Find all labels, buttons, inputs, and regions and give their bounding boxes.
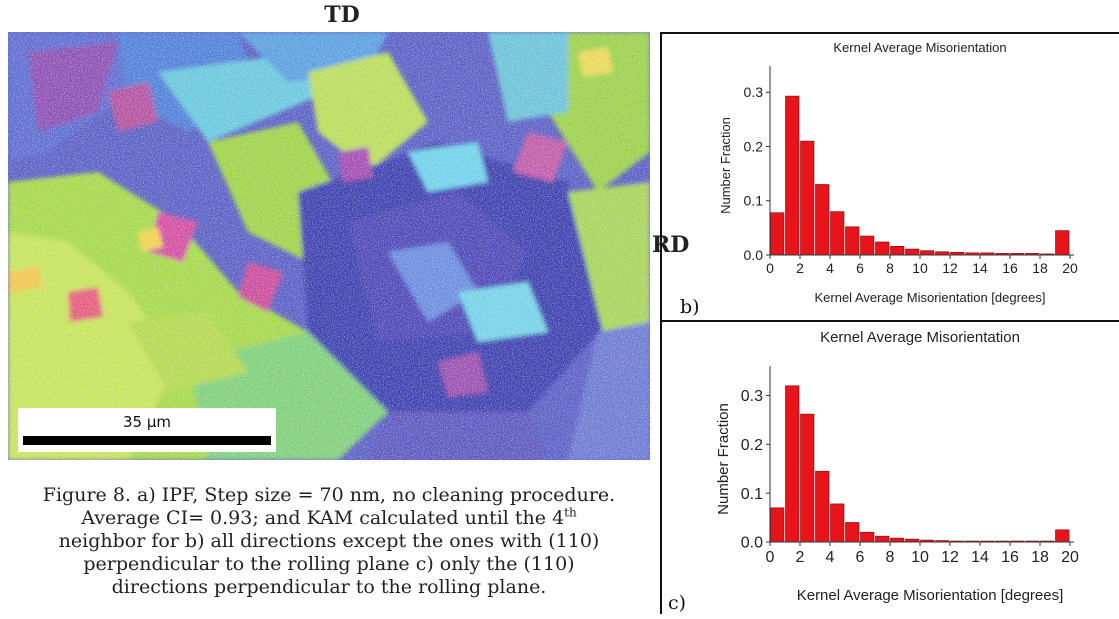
scale-bar: 35 μm [18, 408, 276, 452]
x-tick-label: 8 [886, 260, 894, 276]
histogram-bar [890, 537, 905, 543]
y-tick-label: 0.2 [744, 138, 764, 154]
x-tick-label: 16 [1001, 549, 1019, 566]
chart-title: Kernel Average Misorientation [820, 329, 1020, 346]
panel-frame-left [660, 32, 662, 614]
y-tick-label: 0.1 [741, 486, 763, 503]
caption-line-4: perpendicular to the rolling plane c) on… [83, 553, 575, 575]
histogram-bar [875, 241, 890, 256]
x-tick-label: 0 [766, 260, 774, 276]
x-tick-label: 8 [886, 549, 895, 566]
x-tick-label: 6 [856, 260, 864, 276]
x-tick-label: 16 [1002, 260, 1018, 276]
x-axis-label: Kernel Average Misorientation [degrees] [797, 587, 1064, 604]
histogram-bar [830, 211, 845, 256]
kam-histogram-b: Kernel Average Misorientation 0 2 4 6 8 10 12 14… [700, 36, 1110, 316]
chart-title: Kernel Average Misorientation [833, 40, 1006, 55]
x-tick-label: 4 [826, 549, 835, 566]
x-tick-label: 4 [826, 260, 834, 276]
panel-c-label: c) [668, 592, 687, 614]
histogram-bar [800, 140, 815, 256]
y-tick-label: 0.3 [741, 388, 763, 405]
histogram-bar [845, 522, 860, 543]
histogram-bar [785, 95, 800, 256]
x-tick-label: 18 [1032, 260, 1048, 276]
histogram-bar [1055, 529, 1070, 543]
histogram-bar [1055, 230, 1070, 256]
histogram-bar [875, 535, 890, 543]
y-tick-label: 0.0 [744, 247, 764, 263]
x-tick-label: 14 [972, 260, 988, 276]
kam-histogram-b-svg: Kernel Average Misorientation 0 2 4 6 8 10 12 14… [718, 40, 1078, 305]
kam-histogram-c-svg: Kernel Average Misorientation 0 2 4 6 8 10 12 14… [715, 329, 1079, 604]
caption-line-2: Average CI= 0.93; and KAM calculated unt… [81, 505, 577, 529]
y-axis-label: Number Fraction [715, 403, 732, 515]
histogram-bar [800, 413, 815, 543]
histogram-bar [890, 246, 905, 256]
x-tick-label: 20 [1061, 549, 1079, 566]
rd-direction-label: RD [652, 232, 690, 258]
x-tick-label: 20 [1062, 260, 1078, 276]
histogram-bar [815, 184, 830, 256]
scale-bar-label: 35 μm [122, 413, 171, 431]
panel-frame-divider [660, 320, 1119, 322]
histogram-bar [845, 226, 860, 256]
x-axis-label: Kernel Average Misorientation [degrees] [814, 290, 1045, 305]
figure-caption: Figure 8. a) IPF, Step size = 70 nm, no … [4, 484, 654, 599]
x-tick-label: 12 [942, 260, 958, 276]
x-tick-label: 2 [796, 260, 804, 276]
x-tick-label: 6 [856, 549, 865, 566]
x-tick-label: 0 [766, 549, 775, 566]
y-tick-label: 0.0 [741, 535, 763, 552]
y-tick-label: 0.1 [744, 193, 764, 209]
ipf-orientation-map [8, 32, 650, 460]
td-direction-label: TD [324, 2, 360, 28]
panel-b-label: b) [680, 296, 700, 318]
histogram-bar [860, 531, 875, 543]
histogram-bar [920, 250, 935, 256]
caption-line-5: directions perpendicular to the rolling … [111, 576, 547, 598]
histogram-bar [770, 212, 785, 256]
scale-bar-line [23, 436, 271, 445]
y-tick-label: 0.2 [741, 437, 763, 454]
kam-histogram-c: Kernel Average Misorientation 0 2 4 6 8 10 12 14… [700, 324, 1110, 616]
x-tick-label: 10 [912, 260, 928, 276]
histogram-bar [785, 385, 800, 543]
y-axis-label: Number Fraction [718, 117, 733, 214]
caption-line-3: neighbor for b) all directions except th… [58, 530, 600, 552]
x-tick-label: 18 [1031, 549, 1049, 566]
histogram-bar [905, 248, 920, 256]
caption-line-1: Figure 8. a) IPF, Step size = 70 nm, no … [42, 484, 616, 506]
histogram-bar [830, 503, 845, 543]
x-tick-label: 10 [911, 549, 929, 566]
x-tick-label: 12 [941, 549, 959, 566]
x-tick-label: 14 [971, 549, 989, 566]
histogram-bar [860, 235, 875, 256]
x-tick-label: 2 [796, 549, 805, 566]
y-tick-label: 0.3 [744, 84, 764, 100]
histogram-bar [770, 507, 785, 543]
histogram-bar [815, 470, 830, 543]
panel-frame-top [660, 32, 1119, 34]
